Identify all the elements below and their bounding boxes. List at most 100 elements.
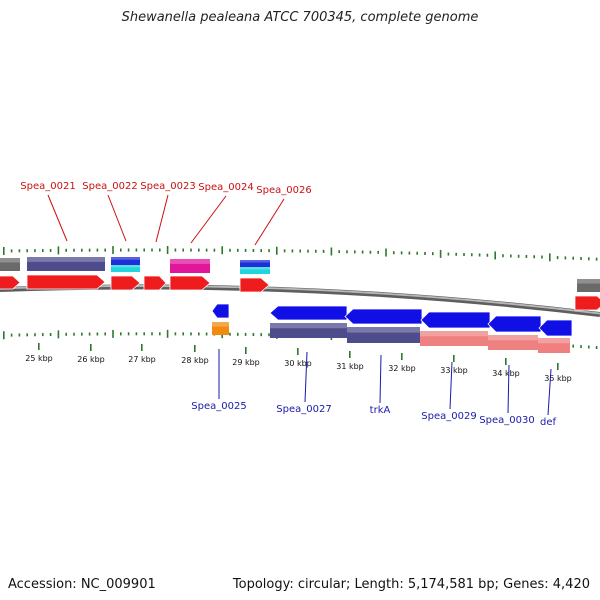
tick-mark [533, 255, 535, 259]
tick-mark [447, 252, 450, 256]
cog-block [240, 267, 270, 274]
tick-mark [338, 250, 340, 254]
cog-block [111, 257, 140, 265]
tick-mark [268, 333, 270, 337]
tick-mark [510, 254, 512, 258]
gene-label-reverse: Spea_0027 [276, 404, 331, 415]
cog-block [577, 279, 600, 292]
tick-mark [143, 248, 145, 252]
tick-mark [198, 248, 200, 252]
tick-mark [244, 248, 247, 252]
tick-mark [463, 253, 465, 257]
tick-mark [400, 251, 403, 255]
tick-mark [424, 251, 426, 255]
tick-mark [237, 248, 239, 252]
tick-mark [580, 257, 582, 261]
cds-reverse-arrow [344, 308, 423, 325]
gene-label-reverse: Spea_0025 [191, 401, 246, 412]
ruler-tick [90, 344, 92, 351]
tick-mark [96, 248, 99, 252]
cog-block-highlight [212, 322, 229, 327]
tick-mark [439, 249, 442, 258]
tick-mark [182, 248, 184, 252]
ruler-tick [557, 363, 559, 370]
label-layer: Spea_0021 Spea_0022 Spea_0023 Spea_0024 Spea… [20, 181, 556, 428]
tick-mark [361, 250, 364, 254]
tick-mark [190, 332, 192, 336]
tick-mark [205, 332, 208, 336]
tick-mark [73, 248, 75, 252]
tick-mark [276, 246, 278, 255]
gene-leader-line [304, 351, 308, 403]
tick-mark [588, 345, 590, 349]
tick-mark [34, 249, 36, 253]
tick-mark [10, 333, 13, 337]
tick-mark [42, 249, 44, 253]
tick-mark [322, 249, 325, 253]
tick-mark [229, 332, 231, 336]
cog-block-highlight [170, 259, 210, 264]
ruler-tick [401, 353, 403, 360]
tick-mark [198, 332, 200, 336]
tick-mark [159, 248, 161, 252]
tick-mark [135, 248, 138, 252]
cds-forward-arrow [0, 275, 21, 290]
cds-forward-arrow [574, 295, 600, 311]
cog-block [420, 331, 488, 346]
tick-mark [564, 256, 567, 260]
tick-mark [96, 332, 99, 336]
tick-mark [112, 246, 114, 255]
tick-mark [595, 257, 598, 261]
tick-mark [135, 332, 138, 336]
ruler-label: 26 kbp [77, 355, 105, 364]
ruler-label: 30 kbp [284, 359, 312, 368]
cds-forward-arrow [169, 275, 211, 291]
tick-mark [244, 332, 247, 336]
tick-mark [127, 332, 130, 336]
cog-block-highlight [111, 257, 140, 260]
cog-block-highlight [488, 335, 538, 341]
tick-mark [3, 246, 5, 255]
tick-mark [580, 345, 582, 349]
tick-mark [104, 332, 106, 336]
ruler-tick [194, 345, 196, 352]
ruler-label: 32 kbp [388, 364, 416, 373]
tick-mark [73, 332, 75, 336]
gene-label-forward: Spea_0024 [198, 182, 253, 193]
ruler-label: 31 kbp [336, 362, 364, 371]
tick-mark [572, 344, 574, 348]
tick-mark [34, 333, 36, 337]
ruler-label: 29 kbp [232, 358, 260, 367]
tick-mark [291, 249, 294, 253]
tick-mark [81, 332, 83, 336]
gene-leader-line [254, 198, 285, 246]
cds-forward-arrow [26, 274, 106, 290]
cog-block-highlight [270, 323, 347, 329]
gene-label-reverse: def [540, 417, 557, 428]
ruler-tick [453, 355, 455, 362]
cog-block [0, 258, 20, 271]
cog-block-highlight [538, 338, 570, 344]
tick-mark [120, 248, 122, 252]
gene-leader-line [107, 194, 127, 242]
cds-reverse-arrow [420, 311, 491, 329]
tick-mark [151, 248, 153, 252]
cog-block [538, 338, 570, 353]
tick-mark [252, 333, 255, 337]
tick-mark [174, 248, 177, 252]
tick-mark [260, 249, 262, 253]
cds-forward-arrow [143, 275, 167, 291]
ruler-tick [297, 348, 299, 355]
tick-mark [65, 332, 67, 336]
tick-mark [549, 253, 551, 262]
gene-label-reverse: trkA [370, 405, 391, 416]
tick-mark [572, 256, 574, 260]
cog-block-highlight [0, 258, 20, 263]
tick-mark [237, 332, 239, 336]
tick-mark [26, 249, 28, 253]
accession-text: Accession: NC_009901 [8, 577, 156, 592]
tick-mark [525, 254, 528, 258]
ruler-tick [245, 347, 247, 354]
tick-mark [205, 248, 208, 252]
gene-label-reverse: Spea_0029 [421, 411, 476, 422]
